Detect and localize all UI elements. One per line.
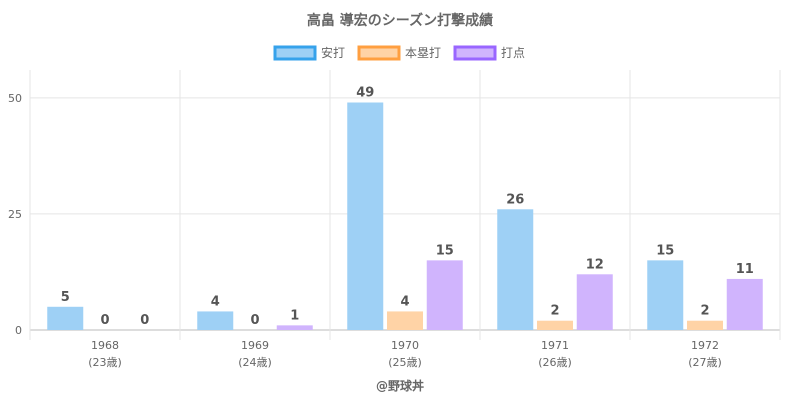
x-tick-label: 1971 [541, 339, 569, 352]
x-tick-label: 1970 [391, 339, 419, 352]
bar [387, 311, 423, 330]
bar [576, 274, 613, 330]
data-label: 15 [436, 243, 454, 258]
bar [197, 311, 234, 330]
data-label: 49 [356, 86, 374, 101]
bar [647, 260, 684, 330]
data-labels: 5 4 49 26 15 0 0 4 2 2 0 1 15 12 11 [61, 86, 754, 329]
bar [347, 102, 384, 330]
legend-swatch [273, 45, 317, 61]
x-tick-sublabel: (27歳) [688, 356, 722, 369]
bar [726, 278, 763, 330]
y-tick-label: 0 [15, 324, 22, 337]
x-tick-sublabel: (23歳) [88, 356, 122, 369]
data-label: 5 [61, 290, 70, 305]
legend-swatch [357, 45, 401, 61]
y-tick-label: 25 [8, 208, 22, 221]
data-label: 2 [700, 304, 709, 319]
bars [47, 102, 763, 330]
chart-title: 高畠 導宏のシーズン打撃成績 [307, 12, 493, 29]
bar [497, 209, 534, 330]
x-axis: 1968 (23歳) 1969 (24歳) 1970 (25歳) 1971 (26歳) 1972… [88, 339, 722, 369]
legend-label: 打点 [501, 46, 525, 60]
bar [426, 260, 463, 330]
x-tick-label: 1969 [241, 339, 269, 352]
legend: 安打 本塁打 打点 [273, 45, 525, 61]
legend-label: 本塁打 [405, 46, 441, 60]
x-tick-sublabel: (25歳) [388, 356, 422, 369]
y-axis: 0 25 50 [8, 92, 22, 337]
data-label: 1 [290, 308, 299, 323]
x-tick-sublabel: (24歳) [238, 356, 272, 369]
data-label: 2 [550, 304, 559, 319]
bar [687, 320, 723, 330]
bar [47, 306, 84, 330]
data-label: 12 [586, 257, 604, 272]
bar [276, 325, 313, 330]
data-label: 0 [100, 313, 109, 328]
x-tick-sublabel: (26歳) [538, 356, 572, 369]
data-label: 11 [736, 262, 754, 277]
legend-label: 安打 [321, 45, 345, 60]
bar [537, 320, 573, 330]
data-label: 0 [250, 313, 259, 328]
data-label: 4 [400, 294, 409, 309]
legend-swatch [453, 45, 497, 61]
data-label: 0 [140, 313, 149, 328]
data-label: 15 [656, 243, 674, 258]
x-tick-label: 1968 [91, 339, 119, 352]
data-label: 4 [211, 294, 220, 309]
data-label: 26 [506, 192, 524, 207]
y-tick-label: 50 [8, 92, 22, 105]
x-tick-label: 1972 [691, 339, 719, 352]
footer-credit: @野球丼 [376, 378, 424, 393]
